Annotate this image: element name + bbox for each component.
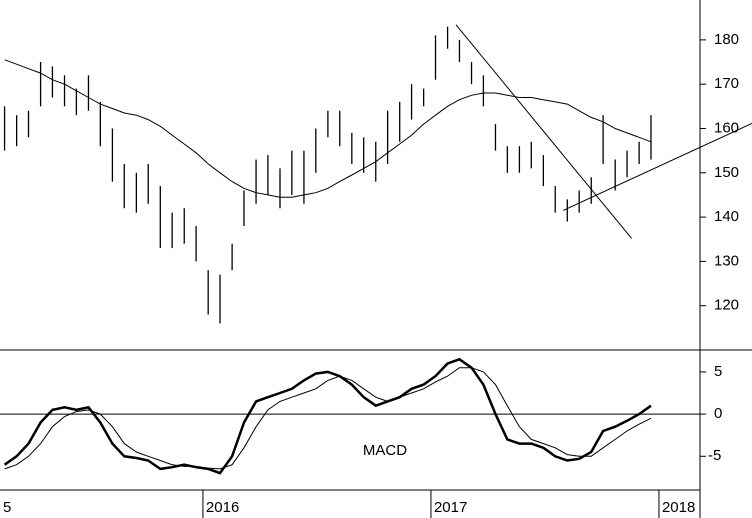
y-tick-label: -5: [708, 447, 721, 464]
trendline: [455, 24, 632, 239]
x-tick-label: 2016: [206, 499, 239, 516]
y-tick-label: 180: [714, 31, 739, 48]
y-tick-label: 160: [714, 119, 739, 136]
signal-line: [4, 367, 652, 470]
macd-label: MACD: [363, 442, 407, 459]
y-tick-label: 170: [714, 75, 739, 92]
x-tick-label: 2018: [662, 499, 695, 516]
moving-average: [4, 59, 652, 198]
macd-line: [3, 357, 652, 475]
y-tick-label: 140: [714, 208, 739, 225]
y-tick-label: 120: [714, 297, 739, 314]
y-tick-label: 150: [714, 164, 739, 181]
y-tick-label: 0: [714, 405, 722, 422]
y-tick-label: 5: [714, 363, 722, 380]
x-tick-label: 5: [3, 499, 11, 516]
x-tick-label: 2017: [434, 499, 467, 516]
y-tick-label: 130: [714, 252, 739, 269]
trendline: [562, 122, 752, 211]
